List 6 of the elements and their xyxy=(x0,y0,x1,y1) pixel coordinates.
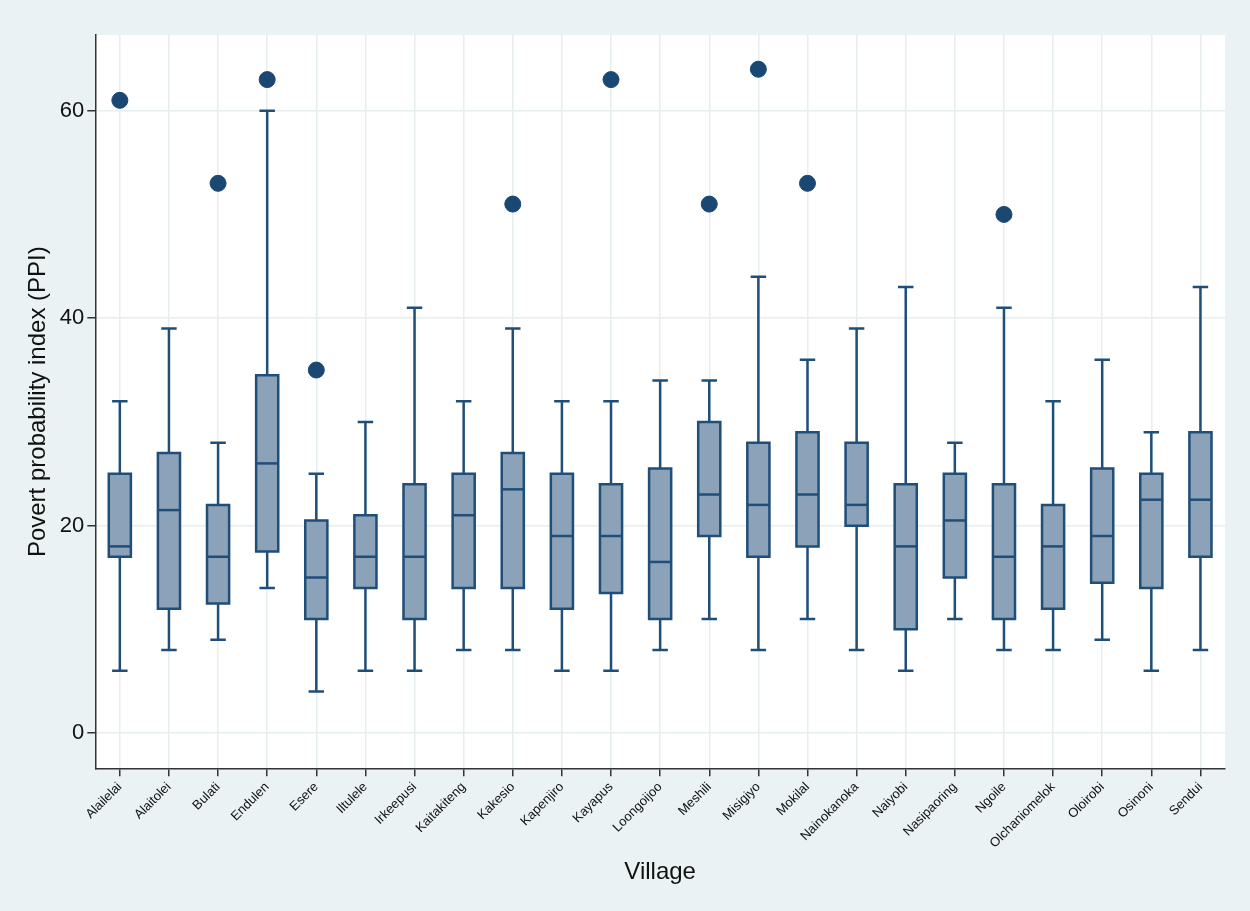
y-tick-label: 20 xyxy=(59,511,85,537)
y-tick-label: 0 xyxy=(72,719,85,745)
y-axis-title: Povert probability index (PPI) xyxy=(23,246,51,558)
y-tick-label: 60 xyxy=(59,96,85,122)
x-axis-title: Village xyxy=(624,857,696,885)
y-tick-label: 40 xyxy=(59,304,85,330)
